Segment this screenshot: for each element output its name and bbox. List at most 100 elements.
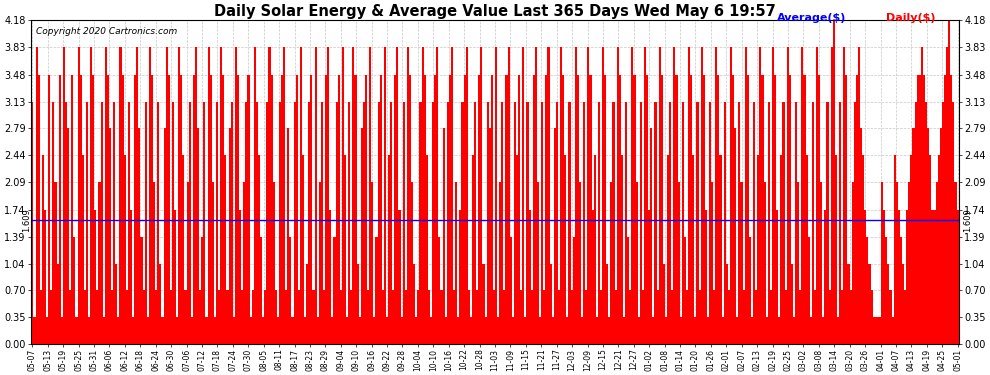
Bar (600, 290, 602, 344)
Bar (843, 48, 845, 344)
Bar (940, 128, 941, 344)
Bar (690, 75, 692, 344)
Bar (208, 48, 210, 344)
Bar (430, 317, 432, 344)
Bar (883, 210, 885, 344)
Bar (157, 102, 159, 344)
Bar (763, 182, 765, 344)
Bar (336, 102, 338, 344)
Bar (32, 102, 34, 344)
Bar (625, 102, 628, 344)
Bar (141, 237, 143, 344)
Bar (478, 75, 480, 344)
Bar (932, 210, 934, 344)
Bar (484, 317, 487, 344)
Bar (542, 102, 544, 344)
Bar (818, 75, 820, 344)
Bar (716, 48, 718, 344)
Bar (632, 48, 634, 344)
Bar (823, 317, 825, 344)
Bar (594, 155, 596, 344)
Bar (132, 317, 135, 344)
Bar (658, 48, 660, 344)
Bar (392, 290, 394, 344)
Bar (40, 290, 42, 344)
Bar (808, 237, 810, 344)
Bar (833, 20, 835, 344)
Bar (281, 75, 283, 344)
Bar (628, 237, 630, 344)
Bar (755, 290, 757, 344)
Bar (527, 102, 529, 344)
Bar (810, 317, 812, 344)
Text: 1.609: 1.609 (963, 208, 972, 231)
Bar (94, 210, 96, 344)
Bar (199, 290, 201, 344)
Bar (906, 210, 908, 344)
Bar (525, 317, 527, 344)
Bar (193, 75, 195, 344)
Bar (847, 264, 849, 344)
Bar (730, 48, 732, 344)
Bar (461, 102, 463, 344)
Bar (489, 128, 491, 344)
Bar (816, 48, 818, 344)
Bar (575, 48, 577, 344)
Bar (735, 128, 737, 344)
Bar (787, 48, 789, 344)
Bar (946, 48, 948, 344)
Bar (753, 102, 755, 344)
Bar (470, 317, 472, 344)
Bar (589, 75, 591, 344)
Bar (325, 75, 327, 344)
Bar (182, 155, 184, 344)
Bar (491, 75, 493, 344)
Bar (126, 290, 128, 344)
Bar (115, 264, 118, 344)
Bar (251, 290, 253, 344)
Bar (306, 264, 308, 344)
Bar (562, 75, 564, 344)
Bar (684, 237, 686, 344)
Bar (652, 317, 654, 344)
Bar (124, 155, 126, 344)
Bar (189, 102, 191, 344)
Bar (356, 264, 358, 344)
Bar (699, 290, 701, 344)
Bar (323, 290, 325, 344)
Bar (523, 48, 525, 344)
Bar (540, 317, 542, 344)
Bar (214, 317, 216, 344)
Text: Daily($): Daily($) (886, 13, 936, 23)
Bar (956, 210, 958, 344)
Bar (330, 210, 332, 344)
Bar (365, 75, 367, 344)
Bar (501, 102, 503, 344)
Bar (840, 102, 842, 344)
Bar (675, 75, 677, 344)
Bar (545, 75, 547, 344)
Bar (302, 155, 304, 344)
Bar (518, 75, 520, 344)
Bar (950, 75, 952, 344)
Bar (266, 102, 268, 344)
Bar (904, 290, 906, 344)
Bar (321, 102, 323, 344)
Bar (463, 75, 465, 344)
Bar (596, 317, 598, 344)
Bar (399, 210, 401, 344)
Bar (229, 128, 231, 344)
Bar (445, 317, 446, 344)
Bar (767, 102, 770, 344)
Bar (315, 48, 317, 344)
Bar (350, 290, 352, 344)
Bar (480, 48, 482, 344)
Bar (804, 75, 806, 344)
Bar (765, 317, 767, 344)
Bar (401, 317, 403, 344)
Bar (875, 317, 877, 344)
Bar (394, 75, 396, 344)
Bar (623, 317, 625, 344)
Bar (638, 317, 640, 344)
Bar (88, 317, 90, 344)
